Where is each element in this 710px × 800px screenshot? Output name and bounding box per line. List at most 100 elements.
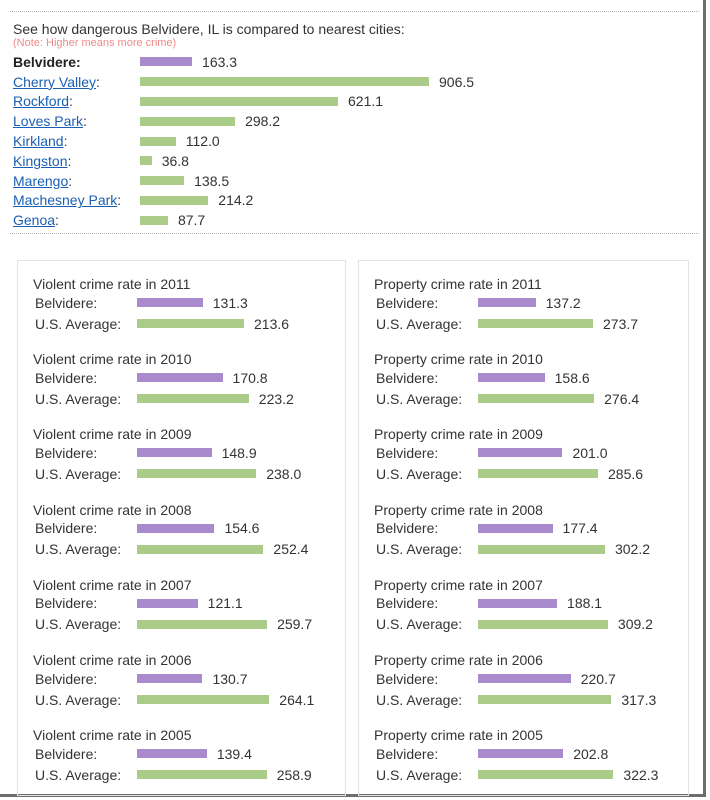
city-value: 130.7 <box>212 670 248 687</box>
us-bar <box>137 469 257 479</box>
city-value: 131.3 <box>212 294 248 311</box>
city-link[interactable]: Kirkland <box>13 133 64 150</box>
city-name-text: Belvidere <box>13 53 77 70</box>
property-block: Property crime rate in 2008 Belvidere: 177… <box>374 502 674 560</box>
block-title: Violent crime rate in 2007 <box>33 576 192 593</box>
city-value: 137.2 <box>545 294 581 311</box>
city-label: Belvidere: <box>35 369 98 386</box>
colon: : <box>68 172 73 189</box>
city-value: 148.9 <box>221 444 257 461</box>
us-value: 285.6 <box>608 465 644 482</box>
us-label: U.S. Average: <box>376 465 463 482</box>
city-bar <box>137 749 207 759</box>
us-bar <box>478 394 595 404</box>
us-bar <box>137 319 244 328</box>
block-title: Violent crime rate in 2011 <box>33 276 191 292</box>
us-row: U.S. Average: 259.7 <box>33 614 333 635</box>
city-row: Rockford: 621.1 <box>13 92 693 112</box>
city-link[interactable]: Loves Park <box>13 113 84 130</box>
nearby-cities-chart: See how dangerous Belvidere, IL is compa… <box>13 21 693 230</box>
city-row: Cherry Valley: 906.5 <box>13 72 693 92</box>
us-label: U.S. Average: <box>376 315 463 332</box>
city-bar <box>140 77 429 87</box>
block-title: Property crime rate in 2006 <box>374 652 543 668</box>
city-bar <box>478 674 571 683</box>
city-value: 138.5 <box>194 172 230 189</box>
city-value: 621.1 <box>348 93 384 110</box>
us-bar <box>137 394 249 404</box>
colon: : <box>69 93 73 110</box>
violent-block: Violent crime rate in 2008 Belvidere: 154.… <box>33 502 333 560</box>
us-label: U.S. Average: <box>376 691 463 708</box>
city-bar <box>140 57 193 67</box>
city-bar <box>140 195 209 205</box>
us-bar <box>478 544 605 554</box>
us-row: U.S. Average: 322.3 <box>374 764 674 785</box>
city-bar <box>137 448 212 458</box>
property-block: Property crime rate in 2007 Belvidere: 188… <box>374 577 674 635</box>
us-row: U.S. Average: 213.6 <box>33 313 333 334</box>
colon: : <box>117 192 122 209</box>
city-label: Belvidere: <box>376 520 439 537</box>
city-label: Marengo: <box>13 173 140 189</box>
violent-block: Violent crime rate in 2006 Belvidere: 130.… <box>33 652 333 710</box>
property-block: Property crime rate in 2010 Belvidere: 158… <box>374 351 674 409</box>
city-link[interactable]: Cherry Valley <box>13 73 96 90</box>
block-title: Violent crime rate in 2005 <box>33 727 192 744</box>
city-bar <box>140 156 152 166</box>
city-label: Rockford: <box>13 93 140 109</box>
city-bar <box>478 598 558 608</box>
city-link[interactable]: Kingston <box>13 152 68 169</box>
city-label: Belvidere: <box>35 670 98 687</box>
city-row: Belvidere: 201.0 <box>374 442 674 463</box>
us-row: U.S. Average: 223.2 <box>33 388 333 409</box>
city-link[interactable]: Genoa <box>13 212 56 229</box>
violent-block: Violent crime rate in 2010 Belvidere: 170.… <box>33 351 333 409</box>
city-bar <box>137 298 203 307</box>
block-title: Property crime rate in 2007 <box>374 576 543 593</box>
city-bar <box>140 176 185 186</box>
colon: : <box>83 113 87 130</box>
us-row: U.S. Average: 273.7 <box>374 313 674 334</box>
city-label: Kirkland: <box>13 133 140 149</box>
city-value: 158.6 <box>554 369 590 386</box>
us-value: 276.4 <box>604 390 640 407</box>
us-value: 259.7 <box>277 616 313 633</box>
city-value: 220.7 <box>580 670 616 687</box>
block-title: Property crime rate in 2010 <box>374 351 543 368</box>
city-link[interactable]: Machesney Park <box>13 192 118 209</box>
city-value: 170.8 <box>232 369 268 386</box>
violent-block: Violent crime rate in 2011 Belvidere: 131.… <box>33 276 333 334</box>
us-label: U.S. Average: <box>35 766 122 783</box>
city-value: 139.4 <box>216 745 252 762</box>
city-label: Belvidere: <box>35 520 98 537</box>
us-bar <box>478 469 598 479</box>
us-label: U.S. Average: <box>35 691 122 708</box>
city-value: 36.8 <box>161 152 189 169</box>
chart-note: (Note: Higher means more crime) <box>13 37 177 49</box>
city-row: Belvidere: 130.7 <box>33 668 333 689</box>
us-value: 322.3 <box>623 766 659 783</box>
us-label: U.S. Average: <box>376 390 463 407</box>
city-value: 906.5 <box>439 73 475 90</box>
us-label: U.S. Average: <box>35 315 122 332</box>
us-value: 252.4 <box>273 541 309 558</box>
city-row: Belvidere: 131.3 <box>33 292 333 313</box>
city-link[interactable]: Rockford <box>13 93 70 110</box>
city-label: Belvidere: <box>376 745 439 762</box>
city-label: Loves Park: <box>13 113 140 129</box>
city-label: Belvidere: <box>35 595 98 612</box>
city-value: 202.8 <box>573 745 609 762</box>
city-row: Belvidere: 158.6 <box>374 367 674 388</box>
city-label: Cherry Valley: <box>13 74 140 90</box>
city-link[interactable]: Marengo <box>13 172 69 189</box>
city-value: 214.2 <box>218 192 254 209</box>
us-row: U.S. Average: 258.9 <box>33 764 333 785</box>
colon: : <box>76 53 81 70</box>
city-row: Belvidere: 121.1 <box>33 593 333 614</box>
city-row: Belvidere: 177.4 <box>374 518 674 539</box>
city-row: Belvidere: 154.6 <box>33 518 333 539</box>
us-bar <box>137 619 268 629</box>
us-value: 258.9 <box>276 766 312 783</box>
